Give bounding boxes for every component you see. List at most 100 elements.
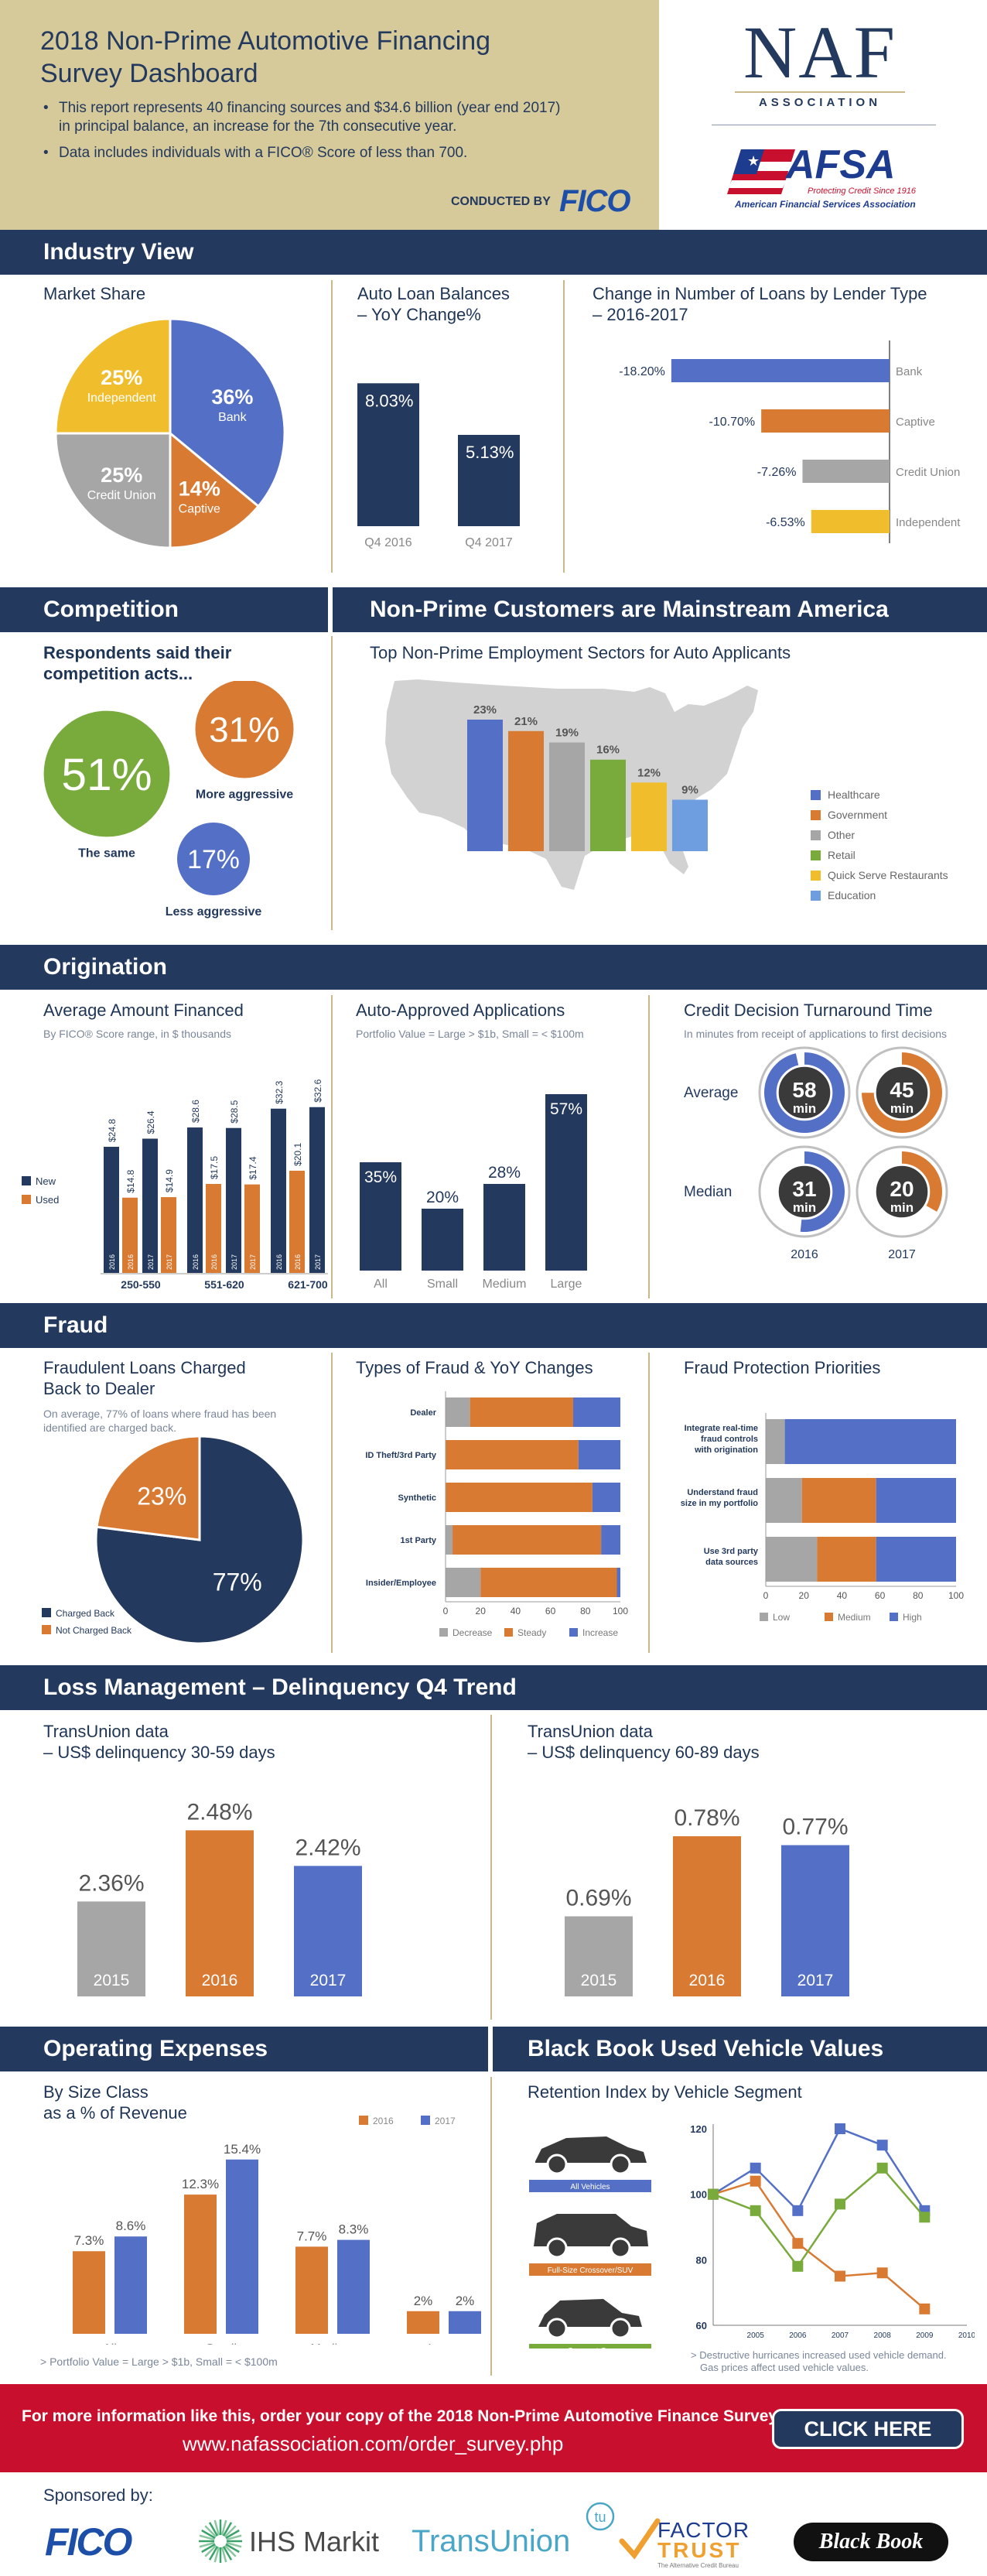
- header-banner: [0, 0, 659, 230]
- bar-decrease-1st-party: [446, 1525, 453, 1555]
- category-synthetic: Synthetic: [398, 1493, 436, 1503]
- header-bullets: • This report represents 40 financing so…: [43, 100, 561, 161]
- bar-label-new-621-700-2016: $32.3: [274, 1080, 285, 1103]
- change-loans-title-line1: Change in Number of Loans by Lender Type: [593, 284, 927, 303]
- burst-ray: [220, 2547, 227, 2563]
- gauge-center-average-2016: [776, 1064, 833, 1121]
- bar-2015: [565, 1916, 633, 1996]
- gauge-unit-average-2017: min: [890, 1101, 914, 1116]
- bar-label-medium-2017: 8.3%: [339, 2222, 369, 2237]
- bar-increase-synthetic: [592, 1483, 620, 1512]
- point-compact-car-2005: [750, 2205, 761, 2216]
- burst-ray: [201, 2543, 216, 2554]
- legend-charged-back: Charged Back: [56, 1608, 115, 1619]
- x-tick-0: 0: [443, 1606, 449, 1616]
- section-competition: Competition Non-Prime Customers are Main…: [0, 587, 987, 632]
- bar-label-2015: 2.36%: [78, 1870, 144, 1896]
- wheel-icon: [610, 2154, 631, 2175]
- report-title: 2018 Non-Prime Automotive Financing Surv…: [40, 25, 490, 90]
- bar-new-250-550-2016: [104, 1147, 119, 1273]
- y-tick-80: 80: [696, 2254, 707, 2266]
- bar-label-all-2016: 7.3%: [74, 2233, 104, 2248]
- bar-all: [360, 1162, 401, 1271]
- afsa-tagline: Protecting Credit Since 1916: [808, 186, 917, 196]
- bar-label-2017: 0.77%: [782, 1815, 848, 1840]
- market-share-pie-chart: 36% Bank 14% Captive 25% Credit Union 25% Indep…: [54, 317, 286, 549]
- legend-increase: Increase: [582, 1627, 618, 1638]
- competition-bubble-chart: 51% The same 31% More aggressive 17% Less agg…: [43, 681, 294, 919]
- bar-healthcare: [467, 719, 503, 851]
- sponsor-factor-tagline: The Alternative Credit Bureau: [657, 2562, 739, 2569]
- bar-label-new-621-700-2017: $32.6: [312, 1079, 323, 1102]
- pie-name-independent: Independent: [87, 392, 157, 405]
- bar-label-used-551-620-2016: $17.5: [209, 1156, 220, 1179]
- point-full-size-crossover-suv-2007: [835, 2270, 845, 2282]
- legend-2017: 2017: [435, 2116, 456, 2126]
- retention-title: Retention Index by Vehicle Segment: [528, 2082, 802, 2102]
- point-compact-car-2006: [792, 2260, 804, 2272]
- legend-medium: Medium: [838, 1612, 871, 1623]
- point-compact-car-2004: [708, 2188, 719, 2200]
- bullet-1-line2: in principal balance, an increase for th…: [59, 118, 457, 135]
- tu-60-title-line1: TransUnion data: [528, 1722, 653, 1741]
- click-here-button[interactable]: CLICK HERE: [772, 2409, 964, 2449]
- auto-approved-subtitle: Portfolio Value = Large > $1b, Small = <…: [356, 1028, 584, 1040]
- legend-swatch-used: [22, 1195, 31, 1204]
- pie-slice-credit-union: [54, 432, 172, 549]
- bar-credit-union: [802, 460, 890, 483]
- section-origination-title: Origination: [43, 954, 167, 980]
- turnaround-title: Credit Decision Turnaround Time: [684, 1001, 933, 1020]
- legend-high: High: [903, 1612, 922, 1623]
- legend-healthcare: Healthcare: [828, 789, 880, 801]
- bar-label-2015: 0.69%: [565, 1886, 631, 1911]
- bar-label-all-2017: 8.6%: [116, 2219, 146, 2233]
- by-size-title-line2: as a % of Revenue: [43, 2103, 187, 2123]
- by-size-title-line1: By Size Class: [43, 2082, 149, 2102]
- auto-loan-title-line1: Auto Loan Balances: [357, 284, 510, 303]
- bubble-less-aggressive: [176, 822, 251, 896]
- tu-30-59-bar-chart: 2.36% 2015 2.48% 2016 2.42% 2017: [77, 1799, 362, 1996]
- bubble-label-less-aggressive: Less aggressive: [166, 905, 262, 919]
- auto-loan-title: Auto Loan Balances – YoY Change%: [357, 283, 510, 325]
- vehicle-label-compact-car: Compact Car: [568, 2347, 614, 2349]
- gauge-value-average-2017: 45: [890, 1078, 914, 1102]
- avg-financed-title: Average Amount Financed: [43, 1001, 244, 1020]
- fraud-types-title: Types of Fraud & YoY Changes: [356, 1358, 593, 1377]
- fraud-charged-subtitle-line2: identified are charged back.: [43, 1421, 176, 1434]
- group-label-551-620: 551-620: [204, 1278, 244, 1291]
- legend-swatch-retail: [811, 850, 821, 860]
- vehicle-badge-full-size-crossover-suv: [529, 2263, 651, 2276]
- x-tick-2006: 2006: [789, 2331, 807, 2340]
- bar-label-healthcare: 23%: [473, 703, 497, 717]
- bar-medium-2017: [337, 2239, 370, 2334]
- bar-large-2017: [449, 2311, 481, 2334]
- bar-year-new-621-700-2017: 2017: [314, 1254, 322, 1270]
- bar-label-large: 57%: [550, 1100, 582, 1118]
- report-title-line1: 2018 Non-Prime Automotive Financing: [40, 26, 491, 56]
- vehicle-label-full-size-crossover-suv: Full-Size Crossover/SUV: [548, 2266, 634, 2275]
- bar-large-2016: [407, 2311, 439, 2334]
- market-share-title: Market Share: [43, 284, 146, 303]
- legend-2016: 2016: [373, 2116, 394, 2126]
- pie-slice-not-charged-back: [95, 1435, 201, 1541]
- row-label-average: Average: [684, 1085, 738, 1101]
- bar-used-551-620-2016: [206, 1184, 221, 1273]
- vehicle-compact-car: [538, 2299, 642, 2339]
- burst-ray: [199, 2541, 215, 2548]
- category-integrate-real-time-fraud-controls-with-origination-line1: fraud controls: [701, 1435, 758, 1444]
- bubble-label-more-aggressive: More aggressive: [196, 788, 293, 801]
- series-line-compact-car: [712, 2167, 926, 2268]
- bar-steady-id-theft-3rd-party: [446, 1440, 579, 1469]
- order-survey-link[interactable]: www.nafassociation.com/order_survey.php: [183, 2432, 564, 2455]
- category-id-theft-3rd-party: ID Theft/3rd Party: [365, 1451, 437, 1460]
- bar-used-250-550-2016: [122, 1197, 138, 1273]
- bar-label-retail: 16%: [596, 744, 620, 757]
- bar-year-used-621-700-2016: 2016: [294, 1254, 302, 1270]
- gauge-center-median-2016: [776, 1163, 833, 1220]
- bar-all-2017: [114, 2236, 147, 2334]
- pie-name-credit-union: Credit Union: [87, 489, 156, 502]
- fraud-charged-pie-chart: 77% Charged Back 23% Not Charged Back: [42, 1435, 305, 1645]
- legend-retail: Retail: [828, 849, 856, 861]
- pie-label-charged-back: 77%: [213, 1568, 262, 1596]
- legend-swatch-medium: [825, 1613, 833, 1621]
